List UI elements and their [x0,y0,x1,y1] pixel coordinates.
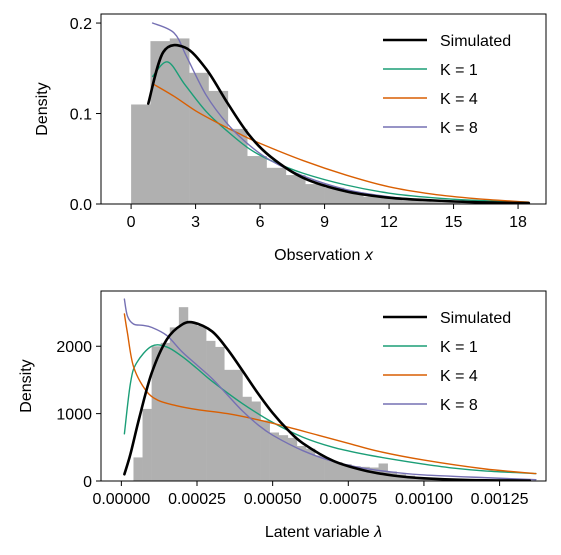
histogram-bar [189,72,209,204]
histogram-bar [150,41,171,204]
chart-panel-1: 0 3 6 9 12 15 18 0.0 0.1 0.2 Observation x Density S… [34,13,547,264]
histogram-bar [187,322,198,481]
legend-label: K = 4 [440,91,478,108]
x-tick-label: 0.00125 [471,491,529,508]
x-tick-label: 0.00025 [168,491,226,508]
histogram-bar [360,466,370,481]
x-tick-label: 0.00000 [92,491,150,508]
legend: Simulated K = 1 K = 4 K = 8 [383,310,511,414]
series-lines [146,22,531,204]
histogram [131,38,519,204]
histogram-bar [421,201,441,204]
histogram-bar [342,464,352,481]
x-tick-label: 9 [320,214,329,231]
histogram-bar [287,437,298,481]
series-line-k8 [123,298,537,481]
x-tick-label: 18 [509,214,527,231]
histogram-bar [208,90,229,204]
histogram-bar [315,455,325,481]
y-tick-label: 0.0 [70,197,92,214]
legend-label: K = 8 [440,397,478,414]
x-tick-label: 15 [445,214,463,231]
series-lines [123,298,537,481]
series-line-k4 [151,82,530,203]
legend-label: Simulated [440,310,511,327]
histogram-bar [369,467,379,481]
histogram-bar [169,38,190,204]
histogram-bar [324,187,345,204]
histogram-bar [169,327,180,481]
histogram-bar [343,192,364,204]
y-tick-label: 0.2 [70,16,92,33]
histogram-bar [266,167,287,204]
x-tick-label: 0 [127,214,136,231]
histogram [133,307,443,481]
histogram-bar [178,307,189,481]
y-axis-label: Density [18,359,35,412]
chart-panel-2: 0.00000 0.00025 0.00050 0.00075 0.00100 0.001… [18,290,547,541]
histogram-bar [363,196,383,204]
histogram-bar [233,369,243,481]
histogram-bar [131,104,151,204]
histogram-bar [305,184,325,204]
histogram-bar [305,448,316,481]
series-line-simulated [146,43,531,204]
series-line-k4 [123,313,537,475]
histogram-bar [378,463,388,481]
histogram-bar [278,435,289,481]
series-line-simulated [123,320,532,481]
histogram-bar [296,445,307,481]
histogram-bar [260,420,270,481]
legend-label: Simulated [440,33,511,50]
x-tick-label: 12 [380,214,398,231]
y-tick-label: 0 [83,474,92,491]
histogram-bar [440,202,461,204]
histogram-bar [197,326,207,481]
axes-frame [100,13,547,205]
x-tick-label: 6 [256,214,265,231]
x-axis-label: Latent variable λ [265,524,382,541]
legend-label: K = 4 [440,368,478,385]
axes-frame [100,290,547,482]
histogram-bar [160,342,171,481]
y-axis-label: Density [34,82,51,135]
legend-label: K = 1 [440,62,478,79]
x-tick-label: 0.00050 [244,491,302,508]
x-tick-label: 3 [191,214,200,231]
histogram-bar [333,462,343,481]
histogram-bar [351,466,361,481]
histogram-bar [142,408,152,481]
legend-label: K = 1 [440,339,478,356]
histogram-bar [251,401,261,481]
legend-label: K = 8 [440,120,478,137]
histogram-bar [324,459,334,481]
histogram-bar [269,432,280,481]
y-tick-label: 0.1 [70,107,92,124]
histogram-bar [247,156,267,204]
histogram-bar [133,457,143,481]
histogram-bar [382,198,403,204]
histogram-bar [224,369,234,481]
series-line-k1 [123,344,537,475]
histogram-bar [215,346,225,481]
y-tick-label: 2000 [56,339,92,356]
histogram-bar [227,128,248,204]
histogram-bar [151,346,161,481]
histogram-bar [401,200,422,204]
legend: Simulated K = 1 K = 4 K = 8 [383,33,511,137]
x-tick-label: 0.00100 [395,491,453,508]
x-axis-label: Observation x [274,247,374,264]
histogram-bar [242,396,252,481]
histogram-bar [285,175,306,204]
y-tick-label: 1000 [56,407,92,424]
x-tick-label: 0.00075 [319,491,377,508]
